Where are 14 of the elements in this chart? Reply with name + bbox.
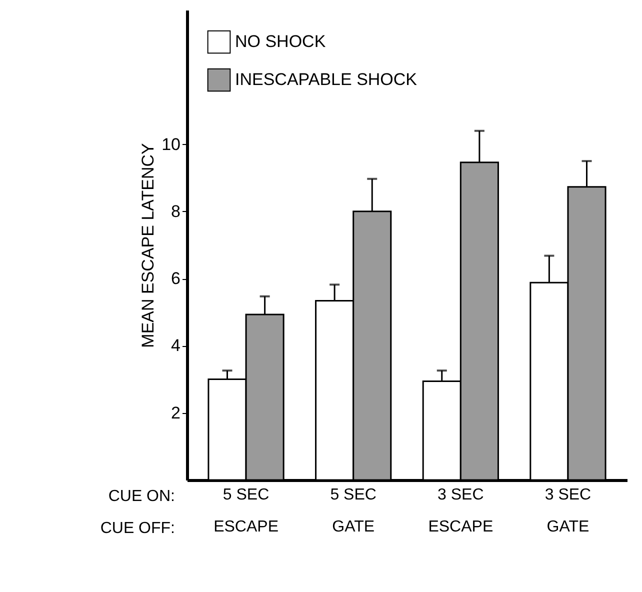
legend-label: INESCAPABLE SHOCK	[235, 70, 418, 89]
y-axis-title: MEAN ESCAPE LATENCY	[138, 143, 158, 348]
x-tick-label: 3 SEC ESCAPE	[428, 486, 494, 536]
legend-label: NO SHOCK	[235, 32, 326, 51]
text: CUE ON:	[108, 488, 175, 505]
x-tick-label: 3 SEC GATE	[544, 486, 592, 536]
y-tick-label: 8	[171, 202, 180, 221]
y-tick-label: 2	[171, 403, 180, 422]
y-tick-label: 4	[171, 336, 180, 356]
x-tick-label: 5 SEC GATE	[330, 486, 376, 536]
y-tick-label: 10	[162, 134, 180, 154]
x-tick-label: 5 SEC ESCAPE	[214, 486, 278, 536]
y-tick-label: 6	[171, 269, 180, 288]
text: CUE OFF:	[100, 520, 175, 537]
